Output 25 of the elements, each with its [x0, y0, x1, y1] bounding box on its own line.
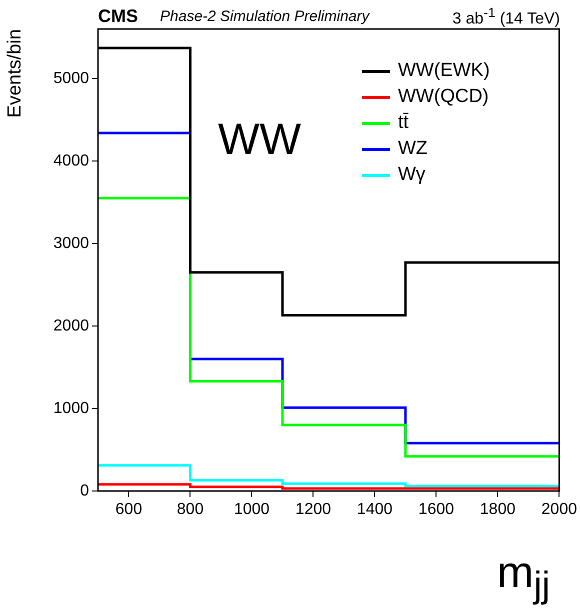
x-tick-label: 1400 — [356, 501, 393, 518]
x-tick-label: 1000 — [234, 501, 270, 518]
x-tick-label: 1200 — [295, 501, 332, 518]
annotation: WW — [218, 115, 302, 165]
legend-label: WZ — [398, 138, 428, 160]
chart-title: CMS — [98, 6, 138, 27]
legend-label: WW(EWK) — [398, 60, 490, 82]
x-tick-label: 600 — [115, 501, 142, 518]
legend-label: tt̄ — [398, 112, 409, 134]
y-tick-label: 3000 — [53, 234, 90, 252]
x-tick-label: 1800 — [480, 501, 516, 518]
chart-subtitle: Phase-2 Simulation Preliminary — [160, 8, 370, 25]
y-tick-label: 1000 — [53, 400, 90, 417]
y-tick-label: 0 — [80, 482, 90, 500]
y-tick-label: 2000 — [53, 317, 90, 334]
x-tick-label: 1600 — [418, 501, 454, 518]
y-tick-label: 4000 — [53, 152, 90, 170]
text: 3 ab$^{-1}$ (14 TeV) — [452, 5, 560, 28]
y-tick-label: 5000 — [53, 70, 90, 87]
x-tick-label: 800 — [176, 501, 204, 518]
legend-label: WW(QCD) — [398, 86, 489, 108]
x-axis-title: m$_{jj}$ — [497, 548, 550, 606]
y-axis-title: Events/bin — [4, 29, 26, 118]
x-tick-label: 2000 — [541, 501, 578, 518]
legend-label: Wγ — [398, 164, 426, 186]
